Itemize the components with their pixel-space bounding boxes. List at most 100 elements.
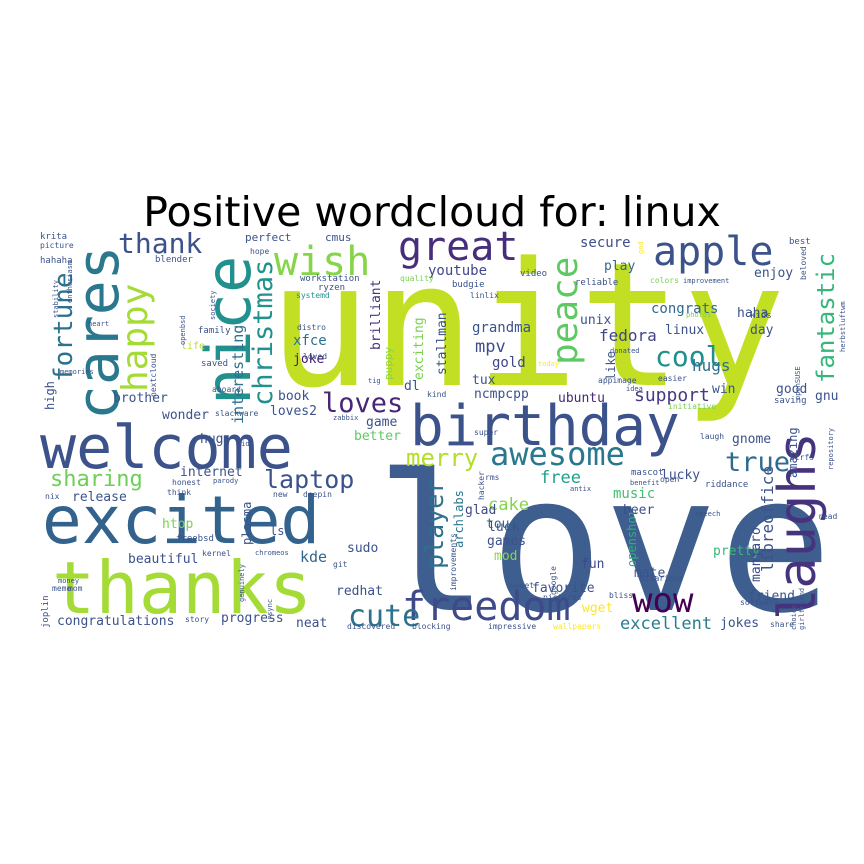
word-small: initiative xyxy=(668,402,716,411)
word-favorite: favorite xyxy=(532,581,595,596)
word-games: games xyxy=(487,534,526,549)
word-music: music xyxy=(613,486,655,502)
word-exciting: exciting xyxy=(412,317,427,380)
word-welcome: welcome xyxy=(40,413,293,483)
word-small: git xyxy=(333,560,348,569)
word-excellent: excellent xyxy=(620,614,712,634)
word-peace: peace xyxy=(545,257,586,365)
word-sharing: sharing xyxy=(50,467,143,492)
word-loves: loves xyxy=(322,388,403,419)
word-small: think xyxy=(167,488,191,497)
word-interesting: interesting xyxy=(229,325,247,424)
word-small: rms xyxy=(485,473,500,482)
word-small: cmus xyxy=(325,231,352,244)
word-small: distro xyxy=(297,323,326,332)
word-excited: excited xyxy=(42,482,320,559)
word-small: idea xyxy=(626,385,643,393)
word-manjaro: manjaro xyxy=(749,527,764,582)
word-hugs: hugs xyxy=(692,356,731,375)
word-small: quality xyxy=(400,274,434,283)
word-cool: cool xyxy=(655,340,722,373)
word-high: high xyxy=(43,381,57,410)
word-small: speech xyxy=(695,510,720,518)
word-player: player xyxy=(420,479,449,569)
word-small: appimage xyxy=(598,376,637,385)
word-small: honest xyxy=(172,478,201,487)
word-small: wallpapers xyxy=(553,622,601,631)
word-kde: kde xyxy=(300,548,327,566)
word-small: aboard xyxy=(212,385,241,394)
word-small: slackware xyxy=(215,409,259,418)
word-small: photos xyxy=(686,311,711,319)
word-free: free xyxy=(540,468,581,488)
word-small: zabbix xyxy=(333,414,358,422)
word-small: perfect xyxy=(245,231,291,244)
word-grandma: grandma xyxy=(472,320,531,336)
word-congratulations: congratulations xyxy=(57,614,174,629)
word-small: nextcloud xyxy=(149,353,158,397)
word-small: riddance xyxy=(705,480,748,490)
word-congrats: congrats xyxy=(651,301,718,317)
word-small: girlfriend xyxy=(798,588,806,630)
word-love: love xyxy=(375,434,833,655)
word-small: bliss xyxy=(609,591,633,600)
word-small: nix xyxy=(45,492,60,501)
word-progress: progress xyxy=(221,611,284,626)
word-small: openSUSE xyxy=(794,366,802,400)
word-joke: joke xyxy=(293,352,324,367)
word-small: kind xyxy=(427,390,446,399)
word-small: choice xyxy=(790,605,798,630)
word-small: open xyxy=(660,475,679,484)
word-small: easier xyxy=(658,374,687,383)
word-fantastic: fantastic xyxy=(812,253,840,383)
word-pretty: pretty xyxy=(713,544,760,559)
word-thank: thank xyxy=(118,227,202,260)
word-archlabs: archlabs xyxy=(452,490,466,548)
word-small: blender xyxy=(155,255,194,265)
word-small: beloved xyxy=(799,246,808,280)
word-wget: wget xyxy=(582,601,613,616)
word-small: family xyxy=(198,326,231,336)
word-brilliant: brilliant xyxy=(369,280,384,350)
word-small: kid xyxy=(237,440,250,448)
word-jokes: jokes xyxy=(720,616,759,631)
word-gold: gold xyxy=(492,355,526,371)
word-plasma: plasma xyxy=(240,502,254,545)
word-unity: unity xyxy=(268,225,786,426)
word-small: life xyxy=(181,341,205,352)
word-small: blocking xyxy=(412,622,451,631)
word-small: enthusiasm xyxy=(66,261,74,303)
word-laptop: laptop xyxy=(264,465,354,494)
word-release: release xyxy=(72,490,127,505)
word-brother: brother xyxy=(113,391,168,406)
word-small: hahaha xyxy=(40,256,73,266)
word-book: book xyxy=(278,389,309,404)
word-small: tig xyxy=(368,377,381,385)
word-small: share xyxy=(770,620,794,629)
word-small: pictures xyxy=(543,593,582,602)
word-beer: beer xyxy=(623,503,654,518)
word-small: benefit xyxy=(630,479,660,487)
word-small: kids xyxy=(750,311,772,321)
word-awesome: awesome xyxy=(490,435,625,473)
word-small: society xyxy=(209,290,217,320)
word-wow: wow xyxy=(632,581,694,621)
word-small: repository xyxy=(827,428,835,470)
word-small: saved xyxy=(201,359,228,369)
word-unix: unix xyxy=(580,313,611,328)
word-amazing: amazing xyxy=(786,427,800,478)
word-internet: internet xyxy=(180,465,243,480)
word-wish: wish xyxy=(274,239,370,285)
word-great: great xyxy=(398,224,518,270)
word-small: antix xyxy=(570,485,591,493)
word-small: herbstluftwm xyxy=(839,301,847,352)
word-small: hacker xyxy=(477,471,486,500)
word-linux: linux xyxy=(665,323,704,338)
word-day: day xyxy=(750,323,774,338)
word-gnome: gnome xyxy=(732,432,771,447)
word-birthday: birthday xyxy=(410,394,680,459)
word-small: story xyxy=(185,615,209,624)
word-stallman: stallman xyxy=(435,312,450,375)
word-fedora: fedora xyxy=(599,326,657,345)
